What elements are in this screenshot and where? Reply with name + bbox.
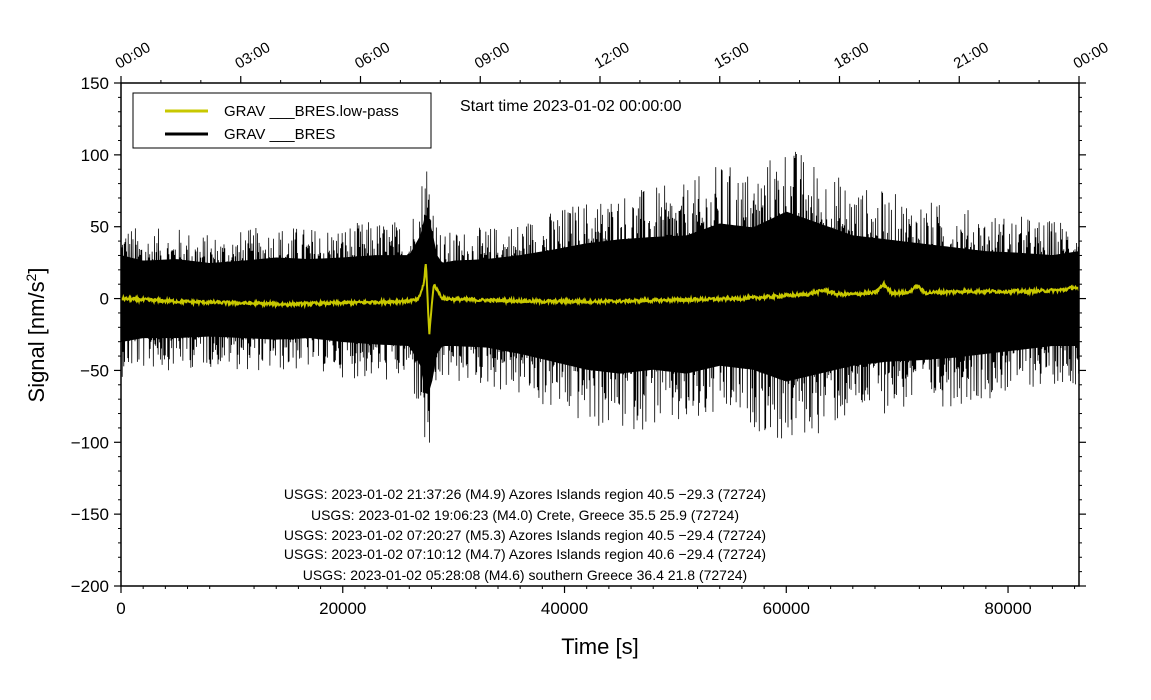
- x-tick-label: 60000: [763, 599, 810, 618]
- y-axis-title-main: Signal [nm/s: [24, 281, 49, 402]
- top-tick-label: 15:00: [711, 39, 752, 72]
- signal-trace-grav-bres: [120, 151, 1080, 443]
- signal-layer: [120, 151, 1080, 443]
- y-tick-label: 50: [90, 218, 109, 237]
- legend-label-signal: GRAV ___BRES: [224, 126, 335, 143]
- legend: GRAV ___BRES.low-pass GRAV ___BRES: [132, 92, 432, 149]
- y-axis-title-sup: 2: [23, 273, 39, 281]
- event-annotation: USGS: 2023-01-02 05:28:08 (M4.6) souther…: [303, 567, 747, 583]
- event-annotation: USGS: 2023-01-02 07:20:27 (M5.3) Azores …: [284, 527, 766, 543]
- y-tick-label: −50: [80, 361, 109, 380]
- top-tick-label: 18:00: [831, 39, 872, 72]
- x-tick-label: 0: [116, 599, 125, 618]
- y-axis-title: Signal [nm/s2]: [23, 268, 49, 403]
- start-time-label: Start time 2023-01-02 00:00:00: [460, 98, 682, 115]
- top-tick-label: 12:00: [592, 39, 633, 72]
- legend-box: [132, 92, 432, 149]
- y-tick-label: −150: [71, 505, 109, 524]
- lowpass-trace-grav-bres: [120, 263, 1080, 335]
- event-annotation: USGS: 2023-01-02 21:37:26 (M4.9) Azores …: [284, 486, 766, 502]
- top-tick-label: 00:00: [113, 39, 154, 72]
- x-tick-label: 20000: [319, 599, 366, 618]
- y-tick-label: −200: [71, 577, 109, 596]
- x-axis-title: Time [s]: [561, 634, 638, 659]
- y-axis-title-end: ]: [24, 268, 49, 274]
- y-tick-label: −100: [71, 433, 109, 452]
- legend-label-lowpass: GRAV ___BRES.low-pass: [224, 103, 399, 120]
- top-tick-label: 21:00: [951, 39, 992, 72]
- y-tick-label: 0: [100, 290, 109, 309]
- top-tick-label: 06:00: [352, 39, 393, 72]
- lowpass-layer: [120, 263, 1080, 335]
- top-tick-label: 03:00: [232, 39, 273, 72]
- event-annotations: USGS: 2023-01-02 21:37:26 (M4.9) Azores …: [284, 486, 766, 583]
- y-tick-label: 150: [81, 74, 109, 93]
- top-tick-label: 09:00: [472, 39, 513, 72]
- event-annotation: USGS: 2023-01-02 19:06:23 (M4.0) Crete, …: [311, 507, 739, 523]
- top-tick-label: 00:00: [1071, 39, 1112, 72]
- x-tick-label: 40000: [541, 599, 588, 618]
- y-tick-label: 100: [81, 146, 109, 165]
- x-tick-label: 80000: [984, 599, 1031, 618]
- event-annotation: USGS: 2023-01-02 07:10:12 (M4.7) Azores …: [284, 546, 766, 562]
